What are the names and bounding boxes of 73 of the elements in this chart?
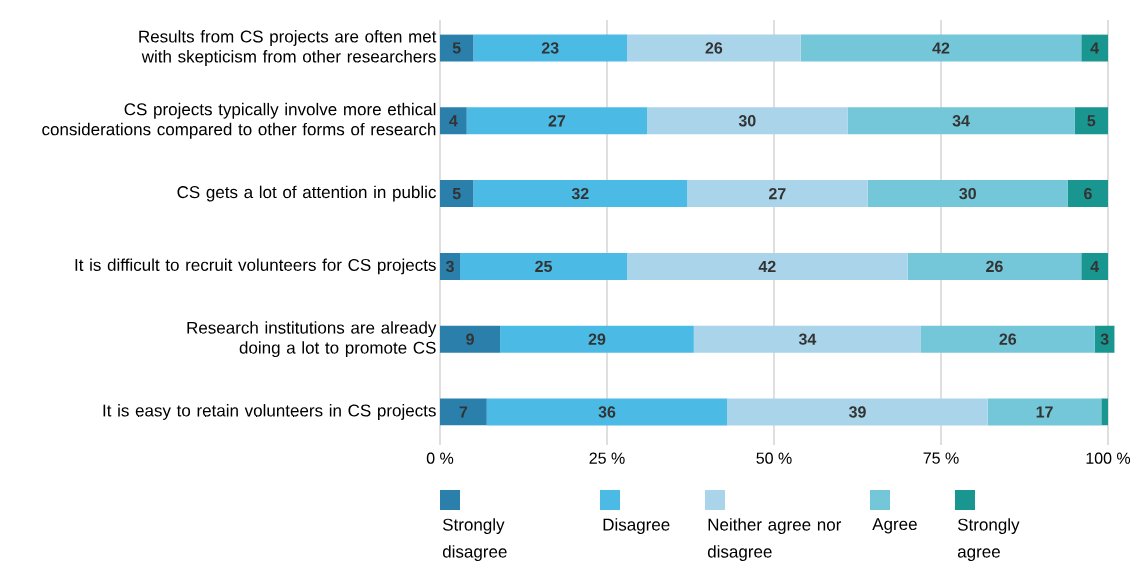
y-tick-label: CS gets a lot of attention in public [177,185,436,202]
data-label: 36 [598,406,616,418]
legend-label: Agree [872,518,917,534]
data-label: 5 [1087,115,1096,127]
bar [466,107,648,135]
legend-label: Disagree [603,518,670,535]
data-label: 34 [798,333,817,345]
data-label: 32 [571,187,589,200]
data-label: 30 [738,115,756,127]
x-tick-label: 0 % [426,452,454,464]
bar [500,325,694,353]
bar [867,180,1068,208]
bar [440,252,461,280]
data-label: 26 [705,42,723,54]
x-tick-label: 50 % [756,452,792,464]
bar [1074,107,1108,135]
bar [920,325,1095,353]
data-label: 3 [1100,333,1109,345]
bar [907,252,1082,280]
bar [1101,398,1108,426]
bar [460,252,628,280]
y-tick-label: Results from CS projects are often met with skepticism from other researchers [139,30,437,66]
data-label: 29 [588,333,606,345]
data-label: 23 [541,42,559,54]
y-tick-label: It is difficult to recruit volunteers for CS projects [75,258,436,275]
data-label: 9 [466,333,474,345]
legend-label: Neither agree nor disagree [707,518,842,562]
bar [847,107,1075,135]
data-label: 4 [1090,260,1100,272]
data-label: 5 [452,188,461,200]
y-tick-label: It is easy to retain volunteers in CS projects [103,404,436,420]
bar [693,325,921,353]
x-tick-label: 100 % [1086,452,1131,464]
bar [647,107,848,135]
data-label: 42 [932,42,950,54]
y-tick-label: CS projects typically involve more ethical considerations compared to other forms of research [42,102,436,139]
data-label: 5 [452,42,461,54]
legend-label: Strongly disagree [442,518,507,562]
y-tick-label: Research institutions are already doing a lot to promote CS [187,321,437,358]
bar [473,34,628,62]
data-label: 17 [1036,406,1053,418]
bar [1081,252,1108,280]
bar [440,180,474,208]
bar [1067,180,1108,208]
data-label: 6 [1084,187,1092,200]
bar [440,325,501,353]
data-label: 4 [1090,42,1100,54]
data-label: 39 [848,406,866,418]
bar [1081,34,1108,62]
bar [727,398,988,426]
x-tick-label: 25 % [589,452,625,464]
x-tick-label: 75 % [923,452,959,464]
bar [987,398,1102,426]
bar [627,252,908,280]
bar [440,398,487,426]
bar [473,180,688,208]
data-label: 42 [758,260,776,272]
bar [687,180,868,208]
data-label: 25 [535,260,552,273]
data-label: 30 [959,187,976,200]
legend-label: Strongly agree [957,518,1020,562]
data-label: 27 [769,188,786,200]
data-label: 4 [449,115,458,127]
bar [627,34,801,62]
bar [800,34,1082,62]
bar [486,398,728,426]
bar [440,107,467,135]
data-label: 3 [445,260,454,273]
data-label: 34 [952,115,970,127]
data-label: 7 [459,406,468,418]
data-label: 27 [548,115,566,127]
data-label: 26 [986,260,1003,273]
data-label: 26 [999,333,1017,345]
